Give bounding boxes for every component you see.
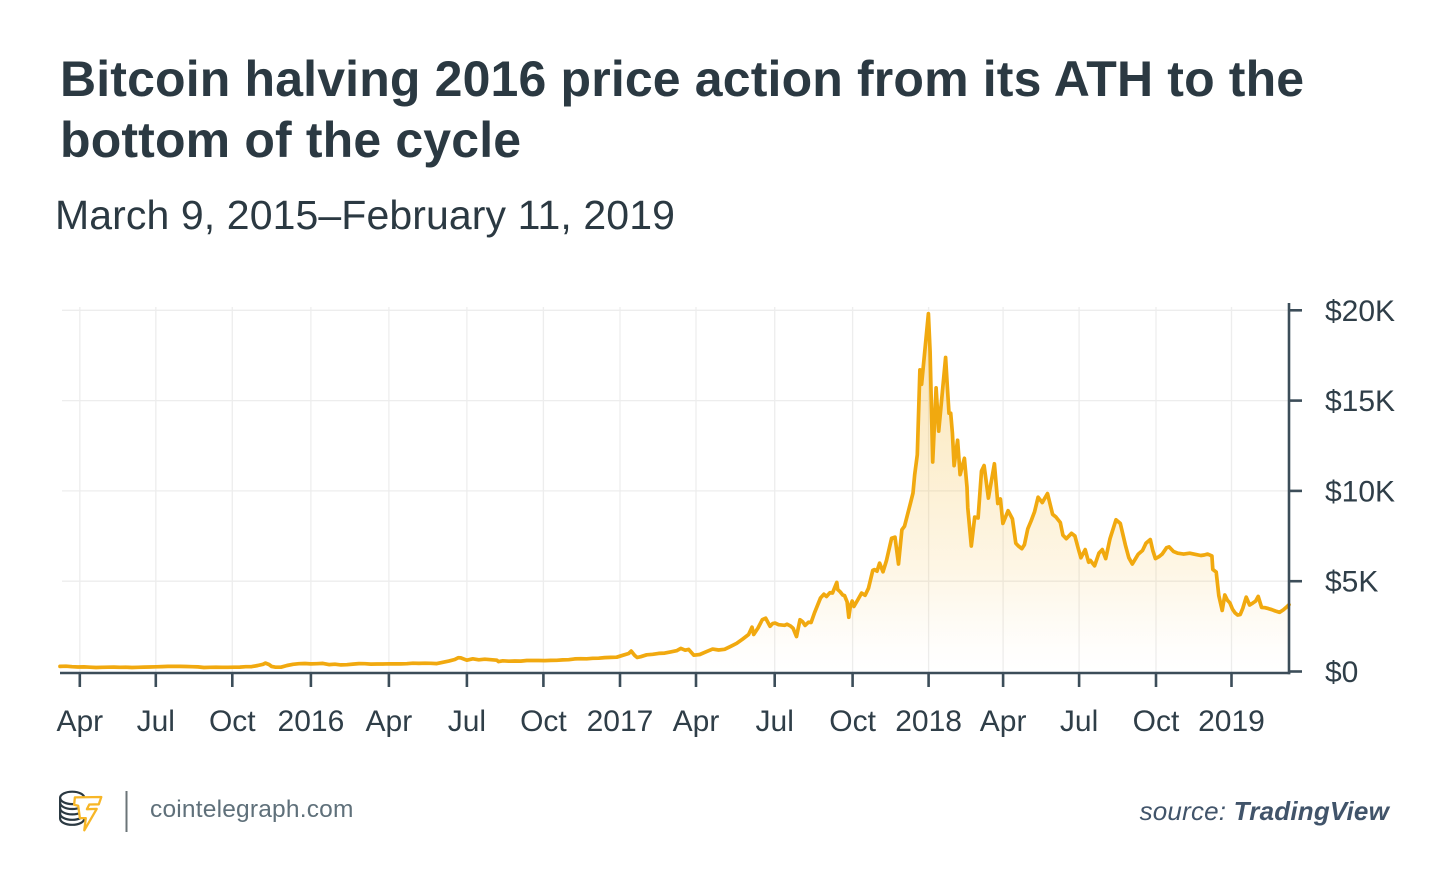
svg-text:Apr: Apr <box>56 705 103 738</box>
svg-text:Jul: Jul <box>756 705 794 738</box>
svg-text:Oct: Oct <box>1133 705 1180 738</box>
svg-text:$20K: $20K <box>1325 295 1395 328</box>
svg-text:Apr: Apr <box>673 705 720 738</box>
svg-text:2016: 2016 <box>278 705 345 738</box>
svg-text:$0: $0 <box>1325 656 1358 689</box>
svg-text:$15K: $15K <box>1325 385 1395 418</box>
svg-text:2018: 2018 <box>895 705 962 738</box>
svg-text:$5K: $5K <box>1325 566 1378 599</box>
svg-text:2017: 2017 <box>587 705 654 738</box>
svg-text:Apr: Apr <box>980 705 1027 738</box>
svg-text:Oct: Oct <box>209 705 256 738</box>
svg-text:Jul: Jul <box>137 705 175 738</box>
svg-text:2019: 2019 <box>1198 705 1265 738</box>
svg-text:Oct: Oct <box>520 705 567 738</box>
svg-text:Apr: Apr <box>366 705 413 738</box>
svg-text:Jul: Jul <box>448 705 486 738</box>
svg-text:Jul: Jul <box>1060 705 1098 738</box>
svg-text:$10K: $10K <box>1325 475 1395 508</box>
svg-text:Oct: Oct <box>829 705 876 738</box>
